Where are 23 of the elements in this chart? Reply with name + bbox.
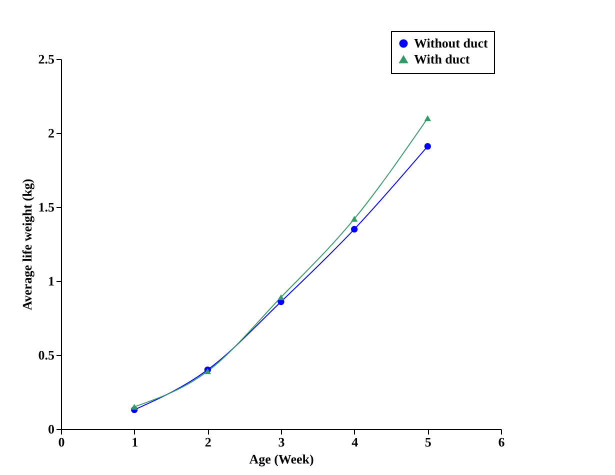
- x-tick-label: 2: [204, 434, 212, 450]
- x-tick-label: 5: [424, 434, 432, 450]
- x-tick-label: 6: [498, 434, 506, 450]
- point: [424, 142, 432, 150]
- legend-label: Without duct: [414, 36, 488, 50]
- point: [350, 226, 358, 233]
- legend-label: With duct: [414, 52, 470, 66]
- x-tick-label: 3: [278, 434, 286, 450]
- y-tick-label: 2: [48, 126, 54, 140]
- y-tick-label: 0.5: [38, 348, 55, 362]
- point: [278, 294, 284, 300]
- y-tick-label: 2.5: [38, 52, 55, 66]
- y-tick-label: 0: [48, 422, 54, 436]
- x-tick-label: 0: [58, 434, 65, 450]
- point: [130, 404, 138, 410]
- x-tick-label: 4: [352, 434, 359, 450]
- x-axis-title: Age (Week): [249, 452, 314, 466]
- point: [424, 115, 432, 122]
- y-axis-title: Average life weight (kg): [19, 178, 34, 310]
- y-tick-label: 1.5: [38, 200, 55, 214]
- x-tick-label: 1: [132, 434, 138, 450]
- point: [350, 216, 358, 222]
- y-tick-label: 1: [48, 274, 54, 288]
